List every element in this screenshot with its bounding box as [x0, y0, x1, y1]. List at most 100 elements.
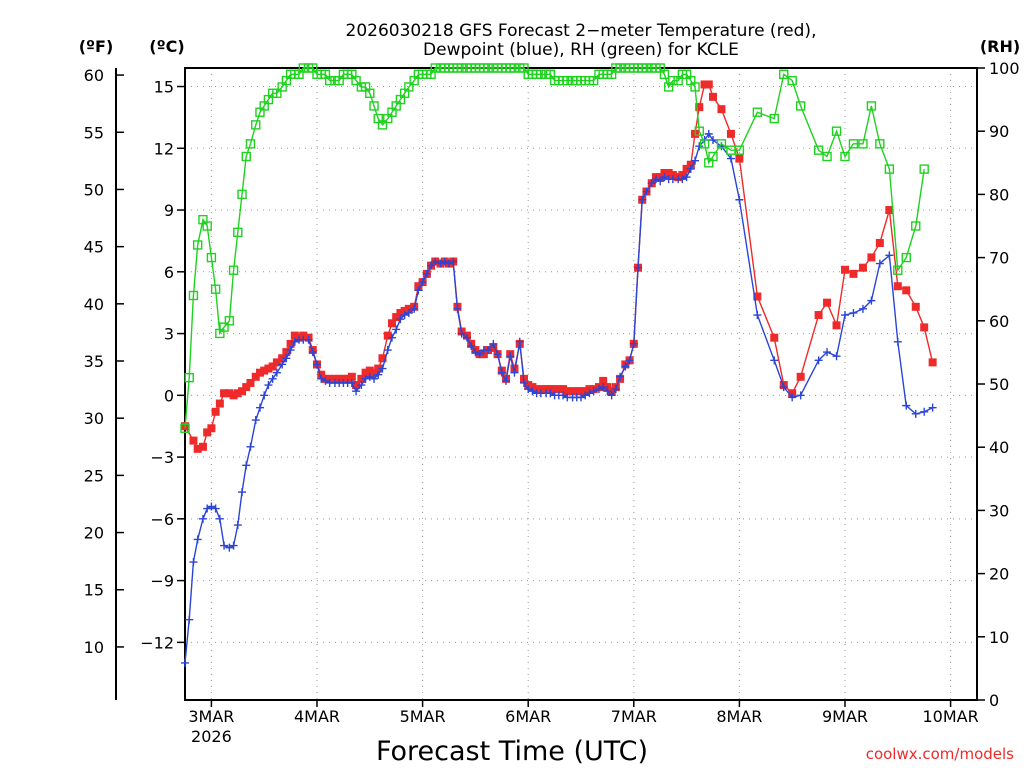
rh-tick-label: 100 [989, 59, 1020, 78]
fahrenheit-tick-label: 30 [84, 409, 104, 428]
celsius-tick-label: 9 [164, 201, 174, 220]
temperature-point [532, 385, 541, 394]
rh-point [351, 75, 361, 86]
rh-point [848, 139, 859, 149]
plot-frame [184, 67, 978, 701]
x-tick-year-label: 2026 [191, 727, 232, 746]
rh-tick-label: 50 [989, 375, 1009, 394]
dewpoint-point [841, 311, 849, 320]
temperature-point [581, 387, 590, 396]
dewpoint-point [599, 383, 608, 392]
dewpoint-point [691, 156, 700, 165]
dewpoint-point [286, 346, 295, 355]
rh-point [769, 113, 779, 124]
dewpoint-point [695, 142, 704, 151]
dewpoint-point [268, 374, 277, 383]
rh-tick-label: 90 [989, 122, 1009, 141]
fahrenheit-tick-label: 60 [84, 66, 104, 85]
temperature-point [823, 298, 832, 307]
temperature-point [479, 350, 488, 359]
dewpoint-point [317, 374, 326, 383]
fahrenheit-tick-label: 45 [84, 238, 104, 257]
dewpoint-point [616, 372, 625, 381]
rh-point [456, 63, 467, 73]
dewpoint-point [440, 257, 449, 266]
dewpoint-point [770, 356, 779, 365]
dewpoint-point [621, 362, 630, 371]
rh-point [219, 322, 229, 332]
temperature-point [268, 362, 277, 371]
dewpoint-point [629, 339, 638, 348]
celsius-tick-label: 6 [164, 263, 174, 282]
dewpoint-point [392, 325, 401, 334]
dewpoint-point [607, 391, 616, 400]
rh-point [831, 126, 842, 136]
temperature-point [664, 168, 673, 177]
dewpoint-point [396, 315, 405, 324]
temperature-point [282, 348, 291, 357]
dewpoint-point [436, 259, 445, 268]
dewpoint-point [651, 175, 660, 184]
temperature-point [599, 376, 608, 385]
dewpoint-point [471, 348, 480, 357]
fahrenheit-tick-label: 40 [84, 295, 104, 314]
rh-point [369, 101, 379, 111]
dewpoint-point [431, 257, 440, 266]
celsius-unit-label: (ºC) [149, 37, 184, 56]
rh-point [430, 63, 440, 73]
temperature-point [796, 372, 805, 381]
dewpoint-point [660, 173, 669, 182]
dewpoint-point [796, 391, 805, 400]
temperature-point [370, 368, 379, 377]
grid-lines [185, 68, 977, 700]
temperature-point [717, 105, 726, 114]
dewpoint-point [414, 286, 423, 295]
temperature-point [357, 374, 366, 383]
temperature-point [559, 385, 568, 394]
temperature-point [668, 171, 677, 180]
rh-point [893, 265, 903, 275]
dewpoint-point [502, 376, 511, 385]
dewpoint-point [410, 304, 419, 313]
dewpoint-point [272, 368, 281, 377]
celsius-tick-label: −3 [150, 448, 174, 467]
series-dewpoint [181, 129, 937, 667]
rh-point [192, 240, 203, 250]
temperature-point [278, 354, 287, 363]
rh-point [615, 63, 625, 73]
temperature-point [220, 389, 229, 398]
dewpoint-point [753, 311, 762, 320]
temperature-point [317, 370, 326, 379]
fahrenheit-tick-label: 55 [84, 123, 104, 142]
rh-point [858, 139, 868, 149]
temperature-point [215, 399, 224, 408]
temperature-point [814, 311, 823, 320]
temperature-point [656, 173, 665, 182]
dewpoint-point [867, 296, 876, 305]
dewpoint-point [400, 311, 409, 320]
dewpoint-point [427, 261, 436, 270]
dewpoint-point [378, 364, 387, 373]
x-tick-label: 8MAR [716, 707, 762, 726]
dewpoint-point [422, 269, 431, 278]
temperature-point [299, 331, 308, 340]
temperature-point [709, 92, 717, 101]
temperature-point [682, 164, 691, 173]
temperature-point [920, 323, 929, 332]
dewpoint-point [215, 514, 224, 523]
rh-point [668, 75, 678, 86]
temperature-point [770, 333, 779, 342]
rh-line [184, 67, 925, 429]
dewpoint-point [634, 263, 643, 272]
temperature-point [198, 442, 207, 451]
dewpoint-point [242, 461, 251, 470]
temperature-point [568, 387, 577, 396]
rh-point [699, 139, 710, 149]
dewpoint-point [823, 348, 832, 357]
temperature-point [550, 385, 559, 394]
rh-point [779, 69, 789, 80]
temperature-point [193, 444, 202, 453]
temperature-point [849, 269, 858, 278]
x-tick-label: 10MAR [922, 707, 978, 726]
